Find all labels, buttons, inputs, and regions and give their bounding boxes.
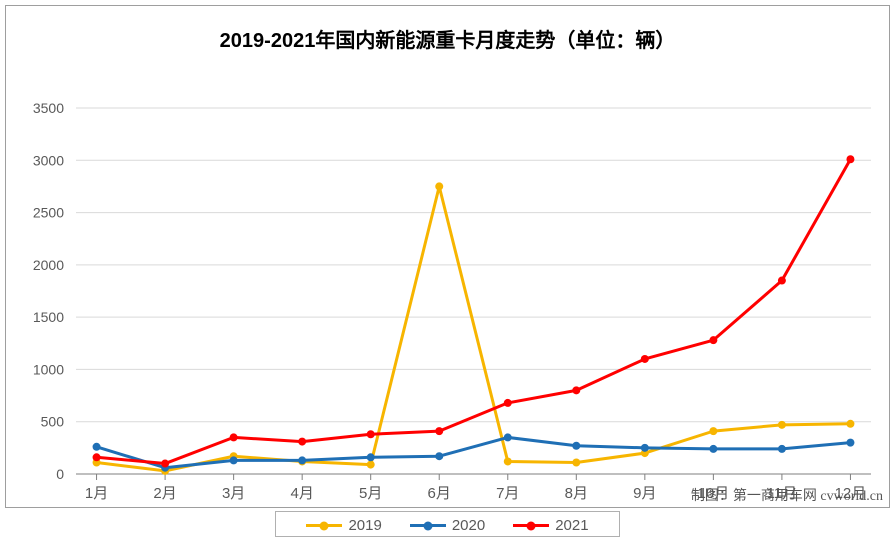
y-tick-label: 2500 bbox=[33, 205, 64, 221]
series-line-2021 bbox=[97, 159, 851, 463]
legend-label: 2021 bbox=[555, 517, 588, 534]
series-marker-2021 bbox=[641, 355, 649, 363]
series-marker-2021 bbox=[504, 399, 512, 407]
legend-item-2021: 2021 bbox=[513, 517, 588, 534]
credit-text: 制图：第一商用车网 cvworld.cn bbox=[691, 485, 883, 505]
y-tick-label: 2000 bbox=[33, 257, 64, 273]
y-tick-label: 0 bbox=[56, 466, 64, 482]
series-marker-2019 bbox=[367, 461, 375, 469]
series-marker-2021 bbox=[846, 155, 854, 163]
series-marker-2019 bbox=[572, 458, 580, 466]
series-marker-2020 bbox=[298, 456, 306, 464]
x-tick-label: 6月 bbox=[428, 485, 451, 502]
y-tick-label: 1000 bbox=[33, 361, 64, 377]
series-marker-2021 bbox=[709, 336, 717, 344]
series-marker-2019 bbox=[846, 420, 854, 428]
x-tick-label: 2月 bbox=[153, 485, 176, 502]
series-marker-2020 bbox=[230, 456, 238, 464]
x-tick-label: 9月 bbox=[633, 485, 656, 502]
series-marker-2021 bbox=[93, 453, 101, 461]
x-tick-label: 8月 bbox=[565, 485, 588, 502]
series-line-2019 bbox=[97, 186, 851, 470]
x-tick-label: 4月 bbox=[290, 485, 313, 502]
series-marker-2020 bbox=[93, 443, 101, 451]
x-tick-label: 5月 bbox=[359, 485, 382, 502]
legend-label: 2019 bbox=[348, 517, 381, 534]
series-marker-2020 bbox=[504, 433, 512, 441]
x-tick-label: 1月 bbox=[85, 485, 108, 502]
y-tick-label: 3000 bbox=[33, 152, 64, 168]
series-line-2020 bbox=[97, 437, 851, 467]
series-marker-2020 bbox=[367, 453, 375, 461]
series-marker-2021 bbox=[778, 277, 786, 285]
series-marker-2020 bbox=[709, 445, 717, 453]
series-marker-2020 bbox=[435, 452, 443, 460]
series-marker-2021 bbox=[161, 460, 169, 468]
x-tick-label: 3月 bbox=[222, 485, 245, 502]
series-marker-2021 bbox=[572, 386, 580, 394]
series-marker-2020 bbox=[846, 439, 854, 447]
line-chart: 0 500 1000 1500 2000 2500 3000 3500 1月 2月 3月 4月 5月 6月… bbox=[6, 53, 891, 511]
series-marker-2020 bbox=[641, 444, 649, 452]
y-tick-label: 500 bbox=[41, 414, 65, 430]
legend-item-2020: 2020 bbox=[410, 517, 485, 534]
series-marker-2019 bbox=[435, 182, 443, 190]
series-marker-2019 bbox=[504, 457, 512, 465]
legend: 2019 2020 2021 bbox=[6, 511, 889, 537]
y-tick-label: 3500 bbox=[33, 100, 64, 116]
series-marker-2021 bbox=[298, 438, 306, 446]
series-marker-2020 bbox=[778, 445, 786, 453]
series-marker-2021 bbox=[367, 430, 375, 438]
y-tick-label: 1500 bbox=[33, 309, 64, 325]
series-marker-2021 bbox=[230, 433, 238, 441]
chart-title: 2019-2021年国内新能源重卡月度走势（单位：辆） bbox=[6, 6, 889, 53]
legend-label: 2020 bbox=[452, 517, 485, 534]
x-tick-label: 7月 bbox=[496, 485, 519, 502]
series-marker-2019 bbox=[709, 427, 717, 435]
series-marker-2020 bbox=[572, 442, 580, 450]
legend-item-2019: 2019 bbox=[306, 517, 381, 534]
chart-container: 2019-2021年国内新能源重卡月度走势（单位：辆） 0 500 1000 1500… bbox=[5, 5, 890, 508]
series-marker-2021 bbox=[435, 427, 443, 435]
series-marker-2019 bbox=[778, 421, 786, 429]
